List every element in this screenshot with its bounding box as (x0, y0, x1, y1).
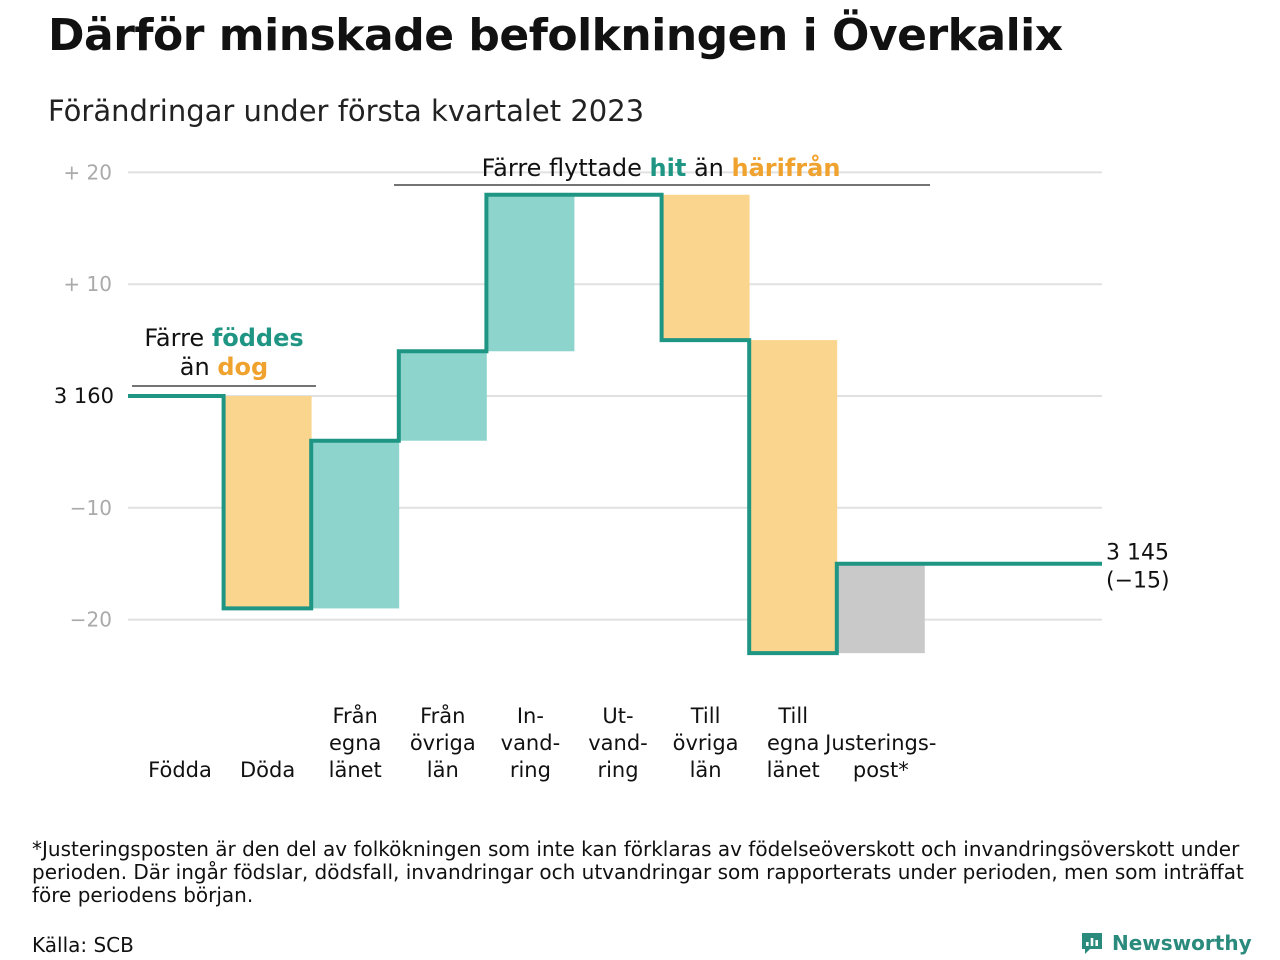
waterfall-bar (486, 194, 575, 352)
y-tick-label: −20 (70, 608, 112, 632)
category-label: län (427, 758, 459, 782)
brand-name: Newsworthy (1112, 931, 1252, 955)
annotation-segment: än (686, 154, 731, 182)
category-label: post* (853, 758, 909, 782)
category-label: egna (767, 731, 819, 755)
category-label: Döda (240, 758, 295, 782)
annotation-segment: hit (650, 154, 687, 182)
waterfall-bar (398, 351, 487, 441)
waterfall-bar (311, 440, 400, 609)
brand-logo: Newsworthy (1080, 928, 1252, 958)
category-label: In- (517, 704, 544, 728)
category-label: Till (690, 704, 721, 728)
annotation-text: Färre föddes (144, 324, 303, 352)
waterfall-bar (836, 563, 925, 654)
category-label: Justerings- (823, 731, 936, 755)
annotation-text: Färre flyttade hit än härifrån (482, 153, 841, 182)
waterfall-bar (223, 396, 312, 609)
category-label: vand- (588, 731, 648, 755)
y-tick-label: + 20 (63, 160, 112, 184)
category-label: övriga (410, 731, 476, 755)
footnote: *Justeringsposten är den del av folkökni… (32, 837, 1244, 907)
end-change-label: (−15) (1106, 569, 1170, 594)
chart-title: Därför minskade befolkningen i Överkalix (48, 10, 1063, 61)
y-tick-label: −10 (70, 496, 112, 520)
chart-subtitle: Förändringar under första kvartalet 2023 (48, 94, 645, 128)
category-label: länet (767, 758, 820, 782)
waterfall-bar (749, 340, 838, 654)
annotation-segment: än (180, 353, 218, 381)
category-label: vand- (501, 731, 561, 755)
annotation-segment: Färre (144, 324, 212, 352)
waterfall-bar (661, 194, 750, 341)
newsworthy-logo-icon (1082, 933, 1102, 954)
annotation-text: än dog (180, 353, 268, 381)
category-label: Födda (148, 758, 212, 782)
category-label: Från (333, 703, 378, 728)
category-label: Från (420, 703, 465, 728)
category-label: Ut- (602, 704, 633, 728)
start-value-label: 3 160 (54, 384, 114, 408)
end-value-label: 3 145 (1106, 541, 1169, 566)
annotation-segment: föddes (212, 324, 304, 352)
annotation-segment: härifrån (732, 153, 841, 182)
annotation-segment: Färre flyttade (482, 154, 650, 182)
category-label: Till (777, 704, 808, 728)
annotation-segment: dog (217, 353, 268, 381)
category-label: län (690, 758, 722, 782)
level-line (128, 192, 1102, 656)
category-label: länet (329, 758, 382, 782)
y-tick-label: + 10 (63, 272, 112, 296)
category-label: ring (510, 758, 551, 782)
waterfall-chart: + 20 + 10 −10 −20 Födda Döda Från egna länet Från… (54, 153, 1170, 782)
category-label: ring (597, 758, 638, 782)
category-label: egna (329, 731, 381, 755)
category-label: övriga (673, 731, 739, 755)
source-note: Källa: SCB (32, 933, 134, 957)
